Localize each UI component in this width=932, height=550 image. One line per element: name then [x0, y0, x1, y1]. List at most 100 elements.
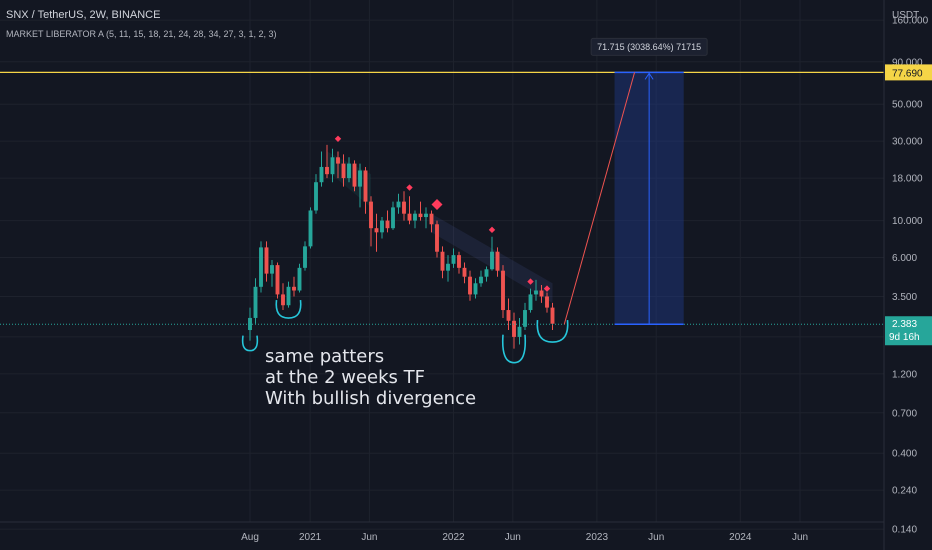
candle-body [424, 213, 428, 218]
candle-body [319, 166, 324, 183]
candle-body [314, 182, 318, 211]
candle-body [303, 246, 307, 268]
candle-body [446, 263, 450, 271]
candle-body [528, 294, 533, 311]
target-price-tag-text: 77.690 [892, 68, 923, 79]
candle-body [462, 267, 467, 277]
candle-body [352, 163, 357, 187]
diamond-marker [488, 226, 496, 234]
horizontal-gridlines [0, 19, 884, 530]
candle-body [501, 270, 505, 311]
price-tick-label: 0.240 [892, 486, 917, 497]
price-tick-label: 1.200 [892, 369, 917, 380]
time-axis-ticks: Aug 2021 Jun 2022 Jun 2023 Jun 2024 Jun [241, 532, 808, 543]
candle-body [369, 201, 373, 229]
measure-label: 71.715 (3038.64%) 71715 [590, 37, 708, 56]
current-price-tag: 2.383 9d 16h [885, 316, 932, 346]
pattern-curve [501, 334, 527, 364]
candle-body [253, 286, 258, 318]
diamond-marker [334, 135, 342, 143]
time-tick-label: Jun [505, 532, 521, 543]
time-tick-label: 2022 [442, 532, 465, 543]
candle-body [325, 166, 329, 175]
currency-label: USDT [892, 10, 919, 21]
candle-body [402, 201, 406, 214]
candle-body [523, 310, 527, 327]
candle-body [534, 290, 538, 295]
candle-body [484, 269, 489, 277]
candle-body [341, 163, 346, 179]
candle-body [330, 157, 335, 175]
diamond-marker [543, 285, 551, 292]
annotation-note: same patters at the 2 weeks TF With bull… [265, 346, 476, 409]
candle-body [490, 251, 494, 270]
pattern-curves [241, 299, 569, 364]
time-tick-label: 2021 [299, 532, 322, 543]
candle-body [336, 157, 340, 164]
candle-body [407, 213, 412, 221]
candle-body [264, 247, 269, 274]
note-line: With bullish divergence [265, 388, 477, 409]
candle-body [545, 296, 549, 308]
candle-body [468, 276, 472, 295]
indicator-legend[interactable]: MARKET LIBERATOR A (5, 11, 15, 18, 21, 2… [6, 29, 277, 39]
candle-body [457, 255, 461, 268]
note-line: same patters [265, 346, 385, 367]
time-tick-label: Aug [241, 532, 259, 543]
price-tick-label: 18.000 [892, 174, 923, 185]
candle-body [440, 251, 445, 271]
price-tick-label: 0.140 [892, 525, 917, 536]
pattern-curve [241, 335, 259, 352]
candle-body [479, 276, 483, 284]
price-tick-label: 30.000 [892, 137, 923, 148]
price-tick-label: 0.700 [892, 408, 917, 419]
current-price-tag-bg [885, 316, 932, 346]
time-tick-label: Jun [792, 532, 808, 543]
candle-body [286, 286, 291, 306]
diamond-marker [406, 184, 413, 191]
candle-body [297, 267, 302, 291]
target-arrow-head [644, 72, 654, 80]
measure-label-text: 71.715 (3038.64%) 71715 [597, 42, 701, 52]
price-tick-label: 6.000 [892, 253, 917, 264]
target-price-tag-bg [885, 64, 932, 81]
vertical-gridlines [249, 0, 801, 522]
price-tick-label: 160.000 [892, 16, 929, 27]
price-tick-label: 3.500 [892, 292, 917, 303]
candle-body [347, 163, 351, 179]
diamond-marker [431, 198, 443, 210]
projection-line [563, 72, 636, 325]
price-tick-label: 10.000 [892, 216, 923, 227]
candle-body [396, 201, 401, 208]
pattern-curve [275, 299, 302, 319]
candle-body [391, 207, 395, 229]
candle-body [270, 265, 274, 274]
candle-body [308, 210, 313, 247]
candle-body [380, 220, 384, 233]
price-tick-label: 0.400 [892, 449, 917, 460]
time-tick-label: Jun [648, 532, 664, 543]
candle-body [495, 251, 500, 271]
candle-body [385, 220, 390, 229]
countdown-text: 9d 16h [889, 332, 920, 343]
price-tick-label: 50.000 [892, 100, 923, 111]
measure-label-bg [590, 37, 708, 56]
candle-body [418, 213, 423, 218]
time-tick-label: 2024 [729, 532, 752, 543]
candle-body [539, 290, 544, 297]
time-tick-label: Jun [361, 532, 377, 543]
candle-body [281, 294, 285, 306]
candle-body [550, 307, 555, 324]
candle-body [451, 255, 456, 264]
candle-body [429, 213, 434, 225]
candles [248, 144, 555, 349]
price-axis-ticks: 160.000 90.000 50.000 30.000 18.000 10.000 6.0… [892, 16, 929, 536]
time-tick-label: 2023 [586, 532, 609, 543]
candle-body [363, 170, 368, 202]
symbol-title: SNX / TetherUS, 2W, BINANCE [6, 9, 161, 21]
candle-body [259, 247, 263, 287]
price-tick-label: 90.000 [892, 57, 923, 68]
candle-body [413, 213, 417, 221]
candle-body [506, 310, 511, 321]
